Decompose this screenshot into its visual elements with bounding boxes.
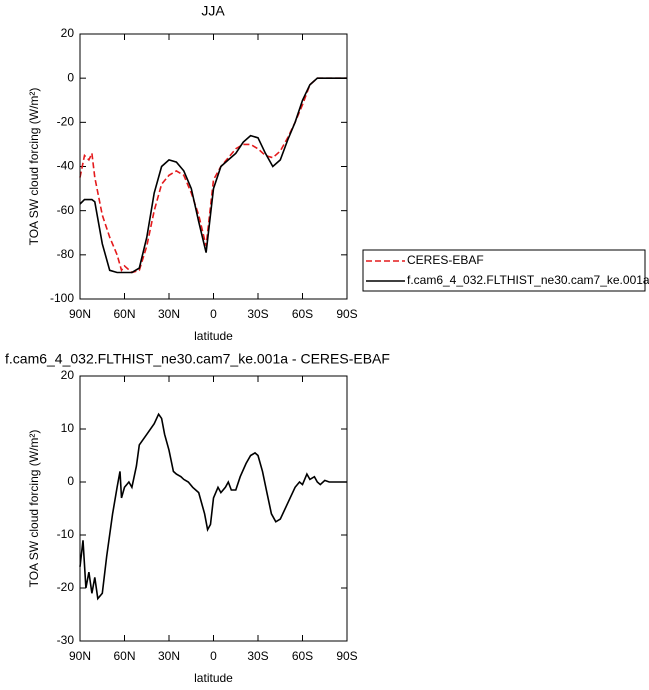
y-tick-label: 0 [67,70,74,84]
x-tick-label: 60N [113,307,135,321]
x-tick-label: 60S [292,649,313,663]
y-tick-label: -20 [57,115,75,129]
series-line [79,77,347,274]
y-tick-label: -10 [57,527,75,541]
x-tick-label: 90S [336,307,357,321]
x-tick-label: 90N [69,649,91,663]
x-tick-label: 90S [336,649,357,663]
x-axis-label: latitude [194,671,233,685]
x-tick-label: 90N [69,307,91,321]
y-tick-label: -30 [57,633,75,647]
y-tick-label: -100 [50,291,74,305]
y-axis-label: TOA SW cloud forcing (W/m²) [27,88,41,246]
x-tick-label: 30S [247,649,268,663]
y-tick-label: -40 [57,159,75,173]
series-line [79,412,347,601]
y-tick-label: -60 [57,203,75,217]
x-tick-label: 0 [210,649,217,663]
x-tick-label: 60N [113,649,135,663]
plot-frame [79,33,348,300]
y-tick-label: -20 [57,580,75,594]
y-tick-label: 0 [67,474,74,488]
y-tick-label: -80 [57,247,75,261]
plot-frame [79,375,348,642]
x-axis-label: latitude [194,329,233,343]
x-tick-label: 30N [158,649,180,663]
x-tick-label: 30N [158,307,180,321]
y-tick-label: 20 [61,368,75,382]
chart-title: f.cam6_4_032.FLTHIST_ne30.cam7_ke.001a -… [5,351,390,367]
x-tick-label: 60S [292,307,313,321]
y-tick-label: 10 [61,421,75,435]
x-tick-label: 0 [210,307,217,321]
series-line [79,77,347,274]
legend-box [362,249,646,292]
legend-label: CERES-EBAF [407,253,484,267]
y-tick-label: 20 [61,26,75,40]
chart-title: JJA [201,3,225,19]
y-axis-label: TOA SW cloud forcing (W/m²) [27,430,41,588]
legend-label: f.cam6_4_032.FLTHIST_ne30.cam7_ke.001a [407,273,649,287]
x-tick-label: 30S [247,307,268,321]
